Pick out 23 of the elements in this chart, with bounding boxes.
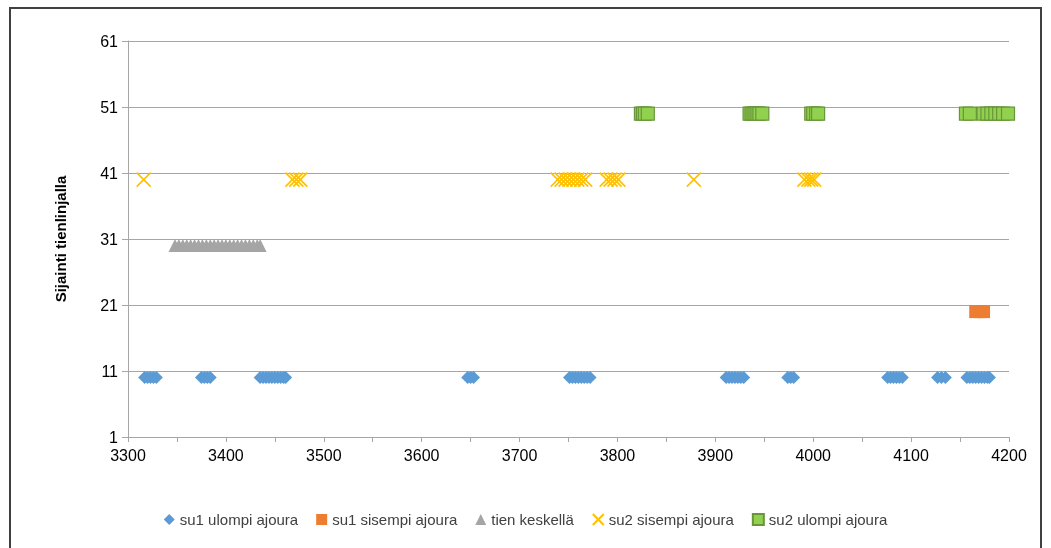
- x-tick-label: 3600: [403, 446, 440, 464]
- legend-label: su1 sisempi ajoura: [332, 511, 458, 528]
- y-tick-label: 31: [100, 230, 119, 248]
- y-axis-title: Sijainti tienlinjalla: [52, 175, 69, 303]
- legend-label: su2 ulompi ajoura: [768, 511, 888, 528]
- legend-label: su2 sisempi ajoura: [608, 511, 735, 528]
- y-tick-label: 51: [100, 98, 119, 116]
- x-tick-label: 3800: [599, 446, 636, 464]
- legend-label: su1 ulompi ajoura: [179, 511, 299, 528]
- x-tick-label: 3700: [501, 446, 538, 464]
- x-tick-label: 3400: [208, 446, 244, 464]
- y-tick-label: 11: [101, 362, 119, 380]
- y-tick-label: 1: [109, 428, 119, 446]
- x-tick-label: 4200: [991, 446, 1027, 464]
- x-tick-label: 4000: [795, 446, 832, 464]
- legend-label: tien keskellä: [491, 511, 575, 528]
- y-tick-label: 61: [100, 32, 119, 50]
- x-tick-label: 3500: [305, 446, 342, 464]
- x-tick-label: 3300: [110, 446, 146, 464]
- y-tick-label: 21: [100, 296, 119, 314]
- y-tick-label: 41: [100, 164, 119, 182]
- x-tick-label: 4100: [893, 446, 930, 464]
- x-tick-label: 3900: [697, 446, 734, 464]
